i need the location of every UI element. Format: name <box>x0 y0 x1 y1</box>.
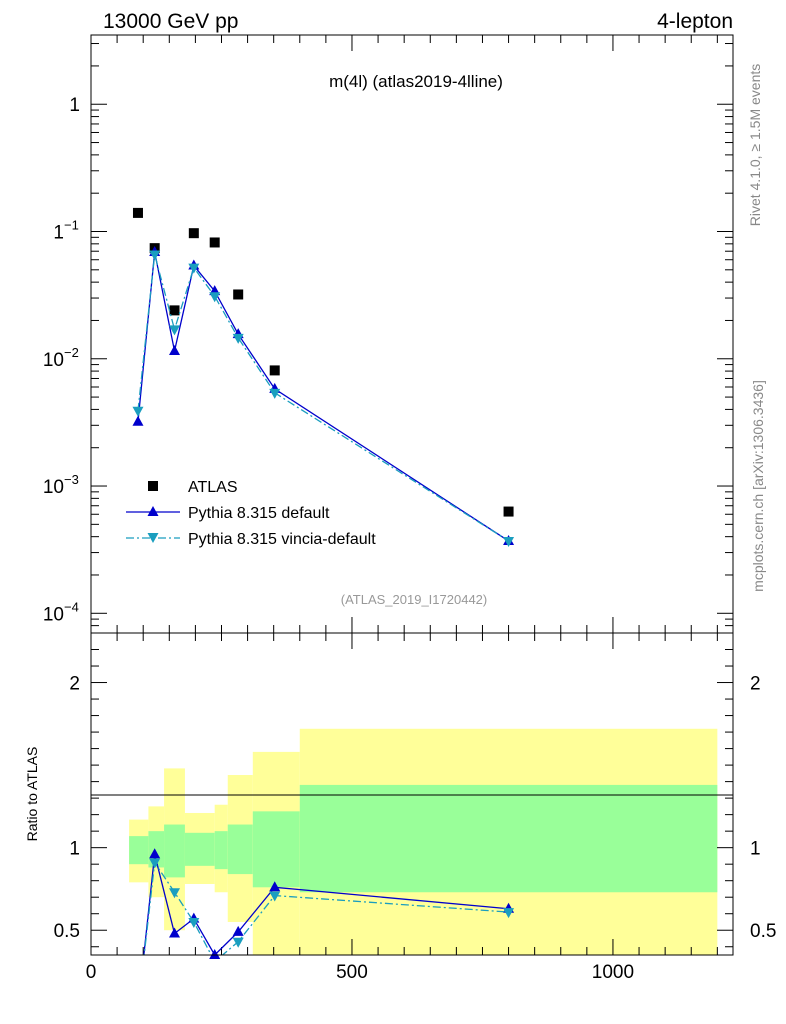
ratio-series <box>143 848 515 959</box>
legend-marker-default <box>147 506 159 516</box>
ratio-point-vincia <box>149 858 161 869</box>
main-ytick-label: 1 <box>53 223 64 244</box>
ratio-frame <box>90 632 734 956</box>
ratio-ytick-label: 0.5 <box>54 921 80 942</box>
ratio-point-vincia <box>232 937 244 948</box>
main-ytick-label: 10 <box>43 350 64 371</box>
main-ticks: 10 −410 −310 −21 −11 <box>43 35 733 634</box>
data-point-vincia <box>209 292 221 303</box>
data-point-atlas <box>188 228 199 239</box>
inner-band <box>129 836 149 865</box>
ratio-ylabel: Ratio to ATLAS <box>24 747 40 842</box>
inner-band <box>164 824 185 878</box>
data-point-vincia <box>149 250 161 261</box>
data-point-atlas <box>269 365 280 376</box>
inner-band <box>148 831 165 868</box>
data-point-vincia <box>132 406 144 417</box>
ratio-point-default <box>269 881 281 892</box>
legend-label-atlas: ATLAS <box>188 479 238 496</box>
data-point-vincia <box>503 536 515 547</box>
main-ytick-exponent: −4 <box>64 599 79 614</box>
xtick-label: 1000 <box>592 962 634 983</box>
main-series <box>132 207 515 547</box>
main-ytick-label: 10 <box>43 604 64 625</box>
inner-band <box>184 832 215 866</box>
series-line-1 <box>137 251 509 542</box>
chart-watermark: (ATLAS_2019_I1720442) <box>341 592 487 607</box>
ratio-ytick-label-right: 1 <box>750 839 761 860</box>
data-point-atlas <box>169 305 180 316</box>
ratio-ytick-label-right: 0.5 <box>750 921 776 942</box>
legend-label-vincia: Pythia 8.315 vincia-default <box>188 531 376 548</box>
inner-band <box>299 784 718 893</box>
header-left: 13000 GeV pp <box>103 10 238 33</box>
data-point-atlas <box>503 506 514 517</box>
data-point-default <box>132 415 144 426</box>
header-right: 4-lepton <box>657 10 733 33</box>
ratio-point-default <box>169 927 181 938</box>
xtick-label: 500 <box>336 962 368 983</box>
data-point-default <box>169 345 181 356</box>
main-ytick-exponent: −2 <box>64 345 79 360</box>
ratio-ytick-label: 2 <box>69 674 80 695</box>
ratio-point-vincia <box>269 891 281 902</box>
legend-label-default: Pythia 8.315 default <box>188 505 330 522</box>
data-point-atlas <box>209 237 220 248</box>
data-point-vincia <box>188 263 200 274</box>
legend-marker-atlas <box>148 481 158 491</box>
data-point-vincia <box>232 333 244 344</box>
data-point-atlas <box>132 207 143 218</box>
chart-title: m(4l) (atlas2019-4lline) <box>329 72 503 91</box>
inner-band <box>252 811 300 888</box>
ratio-point-vincia <box>503 908 515 919</box>
mcplots-label: mcplots.cern.ch [arXiv:1306.3436] <box>750 380 766 592</box>
ratio-line-2 <box>143 860 509 955</box>
ratio-bands <box>129 728 718 955</box>
legend-marker-vincia <box>147 533 159 543</box>
data-point-vincia <box>269 388 281 399</box>
data-point-vincia <box>169 325 181 336</box>
data-point-atlas <box>233 289 244 300</box>
legend: ATLAS Pythia 8.315 default Pythia 8.315 … <box>126 479 376 548</box>
main-ytick-exponent: −3 <box>64 472 79 487</box>
inner-band <box>214 831 228 870</box>
ratio-line-1 <box>143 854 509 955</box>
ratio-point-default <box>232 925 244 936</box>
rivet-label: Rivet 4.1.0, ≥ 1.5M events <box>747 64 763 227</box>
ratio-point-vincia <box>169 888 181 899</box>
series-line-2 <box>137 254 509 542</box>
main-ytick-exponent: −1 <box>64 218 79 233</box>
xtick-label: 0 <box>86 962 97 983</box>
main-ytick-label: 1 <box>69 95 80 116</box>
ratio-ytick-label-right: 2 <box>750 674 761 695</box>
main-ytick-label: 10 <box>43 477 64 498</box>
inner-band <box>227 824 253 875</box>
ratio-ticks: 0 500 1000 0.5 0.5 1 1 2 2 <box>54 632 776 983</box>
ratio-point-default <box>149 848 161 859</box>
ratio-point-default <box>209 949 221 959</box>
ratio-ytick-label: 1 <box>69 839 80 860</box>
ratio-point-vincia <box>188 917 200 928</box>
